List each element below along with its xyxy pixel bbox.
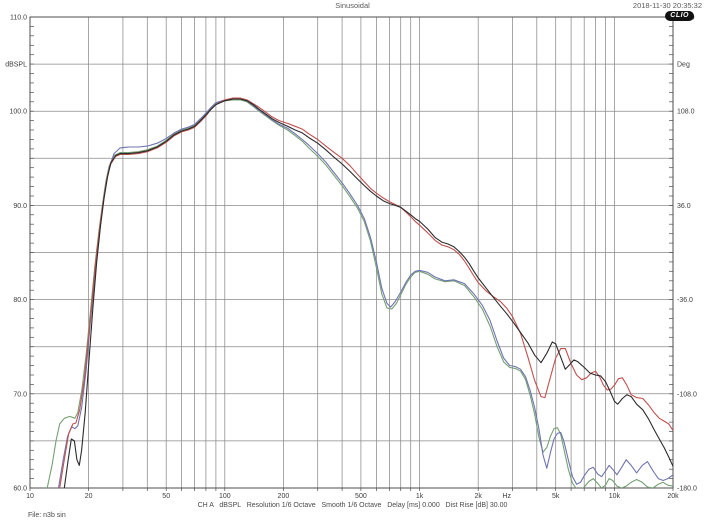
svg-text:-180.0: -180.0 xyxy=(677,486,697,493)
svg-text:90.0: 90.0 xyxy=(13,203,27,210)
y-left-unit: dBSPL xyxy=(5,62,27,69)
svg-text:80.0: 80.0 xyxy=(13,297,27,304)
svg-text:10: 10 xyxy=(26,493,34,500)
y-right-unit: Deg xyxy=(677,62,690,69)
svg-text:200: 200 xyxy=(278,493,290,500)
svg-text:5k: 5k xyxy=(552,493,560,500)
axis-labels: 110.0100.090.080.070.060.0dBSPL180.0108.… xyxy=(5,15,697,501)
grid xyxy=(30,17,673,488)
file-name: File: n3b sin xyxy=(28,512,66,519)
svg-text:100.0: 100.0 xyxy=(9,109,27,116)
clio-logo-badge: CLIO xyxy=(665,11,694,21)
svg-text:100: 100 xyxy=(219,493,231,500)
measurement-title: Sinusoidal xyxy=(335,1,370,10)
curve-green xyxy=(46,99,673,488)
timestamp: 2018-11-30 20:35:32 xyxy=(632,1,702,10)
svg-text:50: 50 xyxy=(162,493,170,500)
svg-text:20: 20 xyxy=(85,493,93,500)
svg-text:70.0: 70.0 xyxy=(13,391,27,398)
curves xyxy=(46,97,673,488)
x-axis-unit: Hz xyxy=(502,493,511,500)
svg-text:108.0: 108.0 xyxy=(677,109,695,116)
svg-text:10k: 10k xyxy=(609,493,621,500)
curve-red xyxy=(59,97,673,488)
svg-text:36.0: 36.0 xyxy=(677,203,691,210)
svg-text:-108.0: -108.0 xyxy=(677,391,697,398)
svg-text:60.0: 60.0 xyxy=(13,486,27,493)
curve-black xyxy=(63,98,673,488)
curve-blue xyxy=(57,98,673,488)
axis-ticks xyxy=(29,16,674,491)
status-line: CH A dBSPL Resolution 1/6 Octave Smooth … xyxy=(197,502,508,509)
svg-text:2k: 2k xyxy=(474,493,482,500)
svg-text:-36.0: -36.0 xyxy=(677,297,693,304)
svg-text:500: 500 xyxy=(355,493,367,500)
svg-text:20k: 20k xyxy=(667,493,679,500)
svg-text:110.0: 110.0 xyxy=(10,15,27,22)
svg-text:1k: 1k xyxy=(416,493,424,500)
